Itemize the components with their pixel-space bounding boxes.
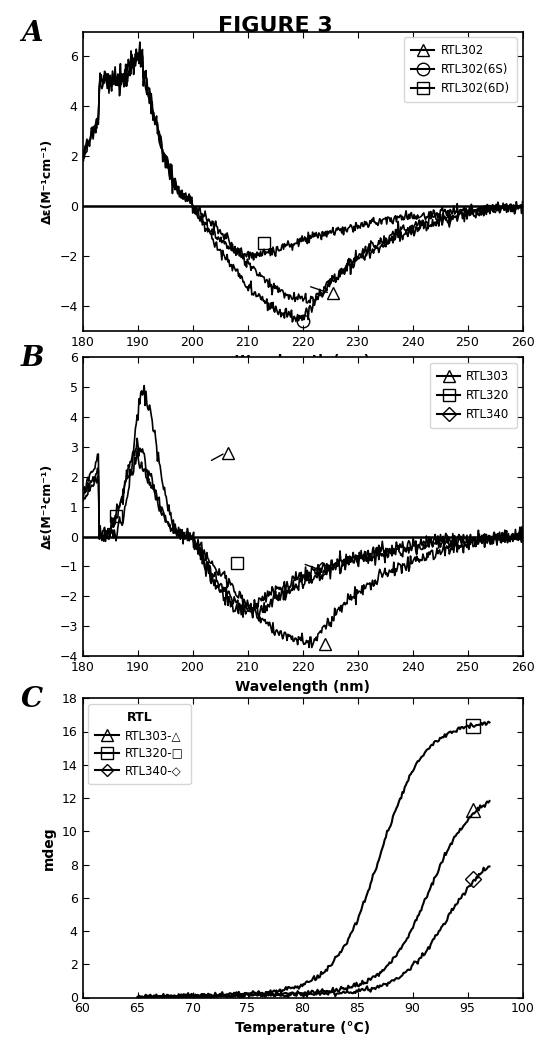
X-axis label: Wavelength (nm): Wavelength (nm) <box>235 679 370 694</box>
Legend: RTL302, RTL302(6S), RTL302(6D): RTL302, RTL302(6S), RTL302(6D) <box>404 38 516 103</box>
Text: FIGURE 3: FIGURE 3 <box>218 16 332 36</box>
Text: B: B <box>21 345 45 372</box>
X-axis label: Wavelength (nm): Wavelength (nm) <box>235 354 370 369</box>
Text: C: C <box>21 687 43 713</box>
Y-axis label: Δε(M⁻¹cm⁻¹): Δε(M⁻¹cm⁻¹) <box>41 139 54 224</box>
Legend: RTL303, RTL320, RTL340: RTL303, RTL320, RTL340 <box>430 363 516 428</box>
Y-axis label: Δε(M⁻¹cm⁻¹): Δε(M⁻¹cm⁻¹) <box>41 464 54 549</box>
Y-axis label: mdeg: mdeg <box>42 826 56 869</box>
X-axis label: Temperature (°C): Temperature (°C) <box>235 1021 370 1035</box>
Text: A: A <box>21 20 42 46</box>
Legend: RTL303-△, RTL320-□, RTL340-◇: RTL303-△, RTL320-□, RTL340-◇ <box>89 705 191 784</box>
